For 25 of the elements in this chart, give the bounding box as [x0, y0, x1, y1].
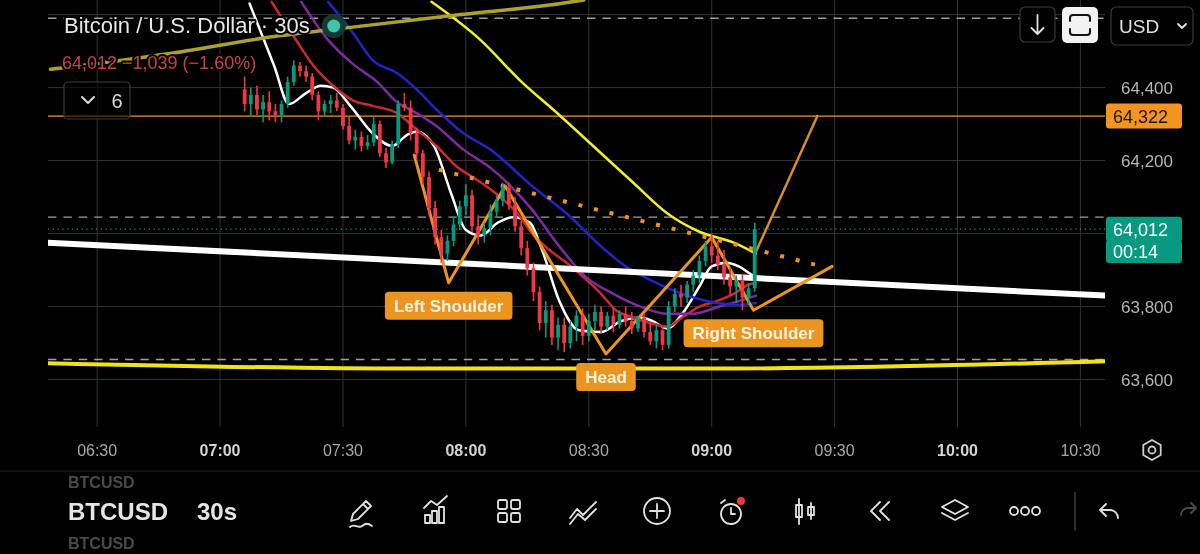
x-tick-label: 09:30 — [814, 442, 855, 459]
x-tick-label: 07:00 — [199, 442, 241, 459]
text: 00:14 — [1113, 241, 1159, 262]
annotation: Right Shoulder — [692, 324, 815, 344]
x-tick-label: 10:30 — [1060, 442, 1101, 459]
ref-line-label: 64,322 — [1113, 106, 1169, 127]
text: BTCUSD — [68, 474, 135, 491]
y-tick-label: 64,400 — [1121, 78, 1173, 98]
y-tick-label: 63,800 — [1121, 297, 1173, 317]
text: BTCUSD — [68, 498, 168, 525]
y-tick-label: 63,600 — [1121, 370, 1173, 390]
annotation: 6 — [111, 90, 123, 112]
y-tick-label: 64,200 — [1121, 151, 1173, 171]
text: BTCUSD — [68, 535, 135, 552]
annotation: Head — [585, 368, 627, 388]
text: USD — [1119, 16, 1160, 37]
x-tick-label: 09:00 — [691, 442, 733, 459]
ref-line-label: 64,012 — [1113, 219, 1169, 240]
x-tick-label: 06:30 — [77, 442, 118, 459]
annotation: Left Shoulder — [393, 296, 504, 316]
x-tick-label: 08:00 — [445, 442, 487, 459]
x-tick-label: 08:30 — [568, 442, 609, 459]
text: 30s — [197, 498, 238, 525]
x-tick-label: 10:00 — [937, 442, 979, 459]
x-tick-label: 07:30 — [322, 442, 364, 459]
